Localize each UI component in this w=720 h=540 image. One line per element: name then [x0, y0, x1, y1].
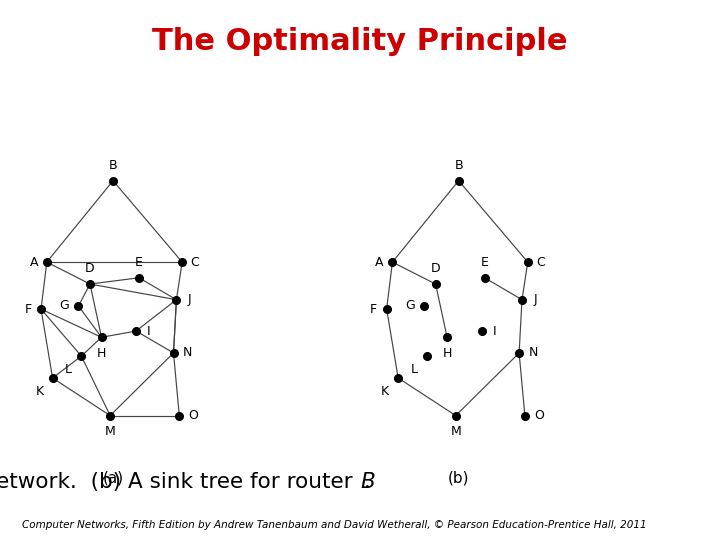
Text: D: D [431, 262, 441, 275]
Text: O: O [534, 409, 544, 422]
Text: C: C [536, 255, 545, 268]
Text: B: B [360, 471, 374, 492]
Text: J: J [533, 293, 537, 306]
Text: I: I [147, 325, 151, 338]
Text: C: C [191, 255, 199, 268]
Text: F: F [370, 302, 377, 315]
Text: M: M [451, 426, 461, 438]
Text: H: H [442, 347, 452, 360]
Text: O: O [189, 409, 199, 422]
Text: G: G [59, 300, 69, 313]
Text: (a) A network.  (b) A sink tree for router: (a) A network. (b) A sink tree for route… [0, 471, 360, 492]
Text: M: M [105, 426, 115, 438]
Text: D: D [85, 262, 95, 275]
Text: I: I [492, 325, 497, 338]
Text: G: G [405, 300, 415, 313]
Text: K: K [381, 385, 390, 398]
Text: (a): (a) [102, 470, 124, 485]
Text: .: . [364, 471, 371, 492]
Text: K: K [35, 385, 44, 398]
Text: L: L [410, 363, 418, 376]
Text: A: A [30, 255, 38, 268]
Text: B: B [454, 159, 463, 172]
Text: A: A [375, 255, 384, 268]
Text: J: J [187, 293, 192, 306]
Text: F: F [24, 302, 32, 315]
Text: H: H [96, 347, 107, 360]
Text: B: B [109, 159, 117, 172]
Text: E: E [135, 256, 143, 269]
Text: N: N [528, 347, 539, 360]
Text: L: L [65, 363, 72, 376]
Text: Computer Networks, Fifth Edition by Andrew Tanenbaum and David Wetherall, © Pear: Computer Networks, Fifth Edition by Andr… [22, 520, 647, 530]
Text: N: N [183, 347, 193, 360]
Text: (b): (b) [448, 470, 469, 485]
Text: The Optimality Principle: The Optimality Principle [152, 27, 568, 56]
Text: E: E [481, 256, 488, 269]
